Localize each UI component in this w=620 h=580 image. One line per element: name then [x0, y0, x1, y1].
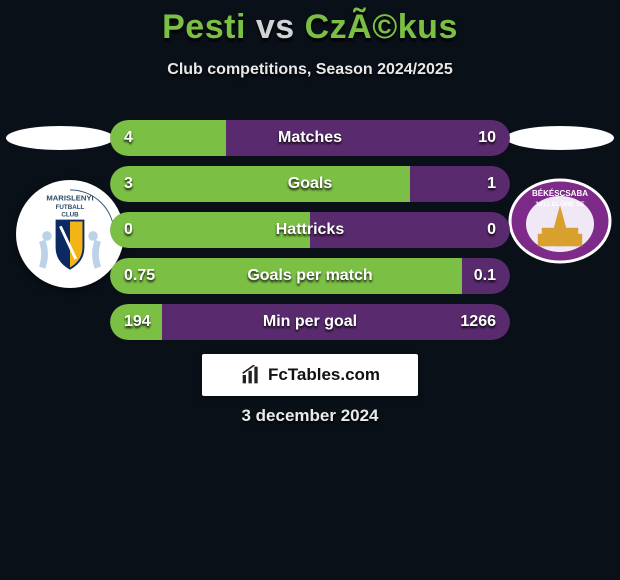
date-text: 3 december 2024 — [0, 406, 620, 426]
club-badge-right: BÉKÉSCSABA 1912 ELŐRE SE — [508, 178, 612, 264]
club-badge-left-svg: MARISLENYI FUTBALL CLUB — [22, 186, 118, 282]
badge-left-mid-text: FUTBALL — [56, 204, 85, 211]
title-player-left: Pesti — [162, 8, 246, 46]
club-badge-right-svg: BÉKÉSCSABA 1912 ELŐRE SE — [508, 178, 612, 264]
watermark-text: FcTables.com — [268, 365, 380, 385]
page-title: Pesti vs CzÃ©kus Pesti vs CzÃ©kus — [0, 0, 620, 47]
stat-label: Goals per match — [110, 258, 510, 294]
stat-label: Min per goal — [110, 304, 510, 340]
stat-label: Hattricks — [110, 212, 510, 248]
stat-row-hattricks: 00Hattricks — [110, 212, 510, 248]
watermark[interactable]: FcTables.com — [202, 354, 418, 396]
title-player-right: CzÃ©kus — [305, 8, 458, 46]
badge-right-top-text: BÉKÉSCSABA — [532, 189, 588, 198]
stat-row-goals: 31Goals — [110, 166, 510, 202]
stat-label: Matches — [110, 120, 510, 156]
subtitle: Club competitions, Season 2024/2025 — [0, 61, 620, 79]
stat-row-goals-per-match: 0.750.1Goals per match — [110, 258, 510, 294]
badge-left-top-text: MARISLENYI — [46, 193, 93, 202]
stat-label: Goals — [110, 166, 510, 202]
title-vs: vs — [256, 8, 305, 46]
stat-row-matches: 410Matches — [110, 120, 510, 156]
stat-row-min-per-goal: 1941266Min per goal — [110, 304, 510, 340]
stats-table: 410Matches 31Goals 00Hattricks 0.750.1Goals… — [110, 120, 510, 350]
flag-oval-right — [506, 126, 614, 150]
club-badge-left: MARISLENYI FUTBALL CLUB — [16, 180, 124, 288]
flag-oval-left — [6, 126, 114, 150]
badge-left-bottom-text: CLUB — [61, 212, 79, 219]
chart-icon — [240, 365, 262, 385]
